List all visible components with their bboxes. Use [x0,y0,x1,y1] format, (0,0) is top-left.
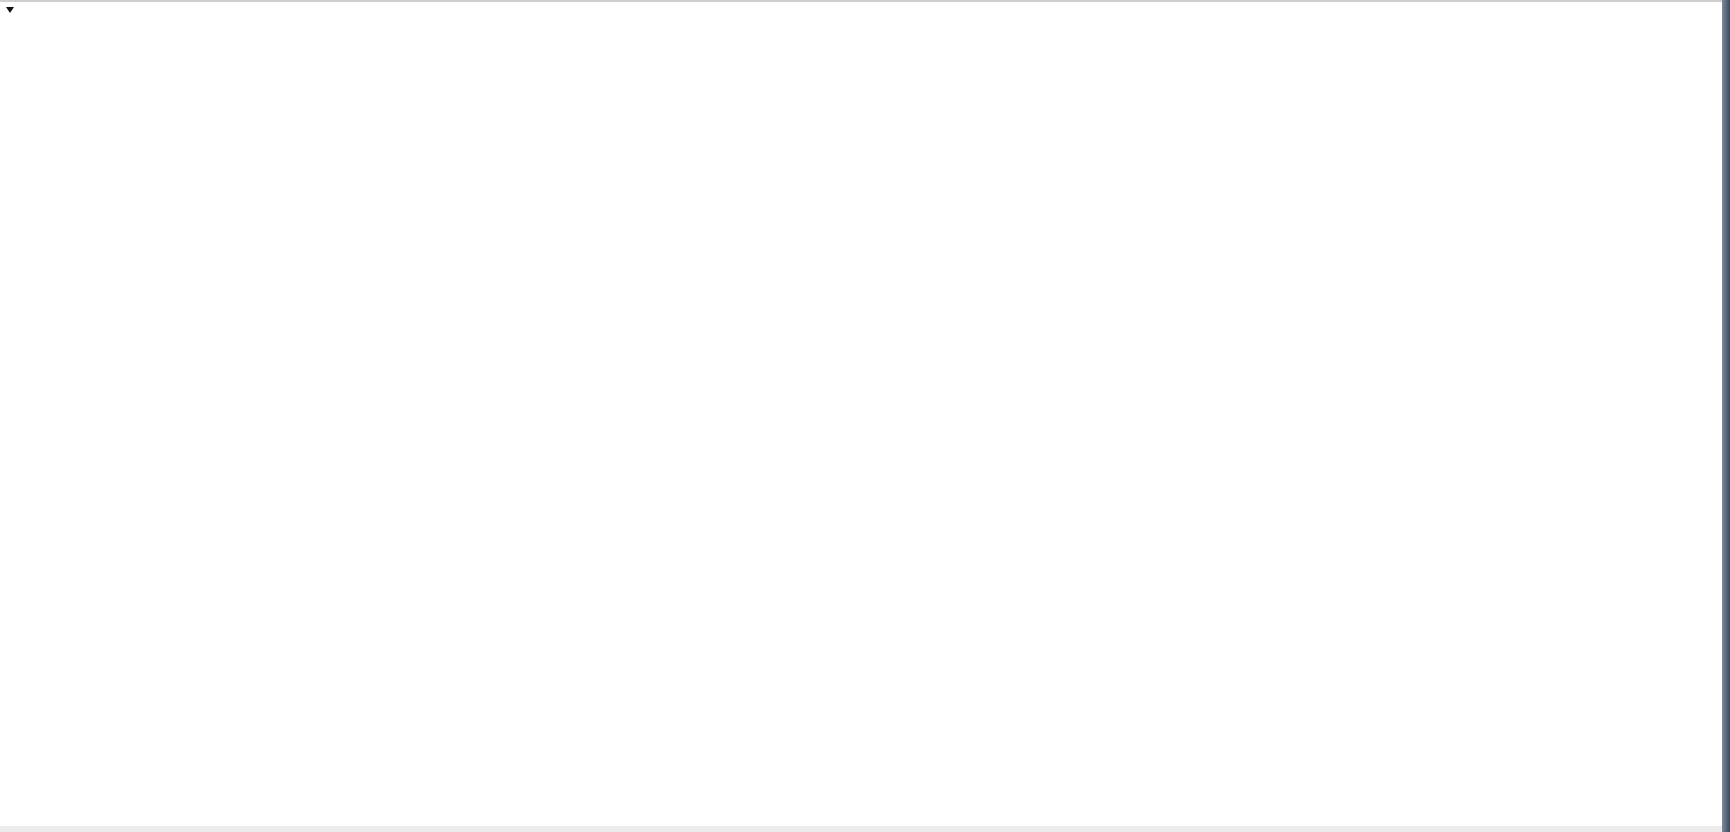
window-top-border [0,0,1730,2]
symbol-dropdown-icon [6,7,14,13]
rsi-indicator-label [8,690,11,702]
window-bottom-border [0,826,1730,832]
time-axis-strip[interactable] [0,811,1722,826]
window-right-edge [1722,0,1730,832]
macd-indicator-label [8,521,14,533]
chart-title-bar [6,3,34,17]
